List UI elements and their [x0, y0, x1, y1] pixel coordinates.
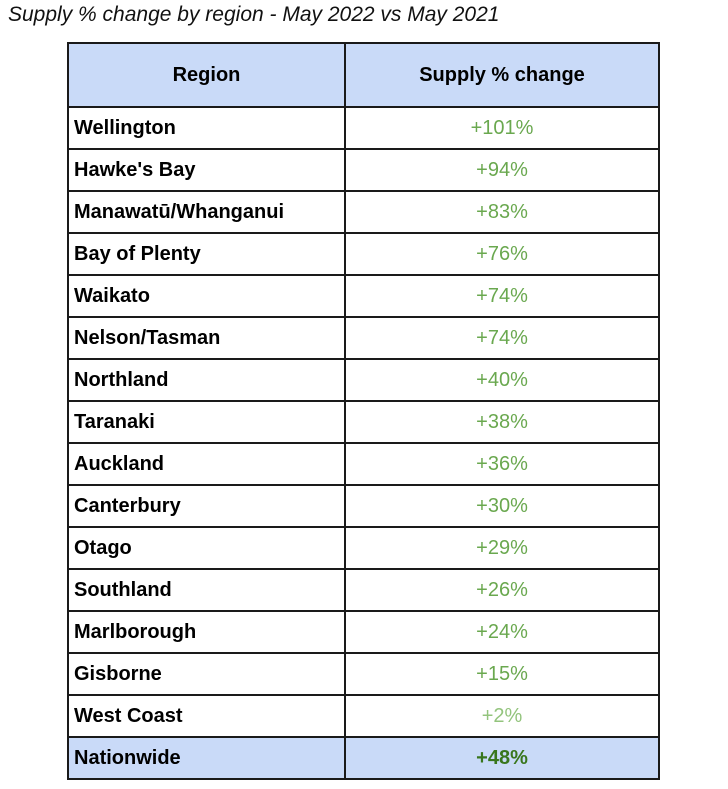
change-cell: +24%	[344, 610, 660, 654]
table-row: Marlborough +24%	[67, 610, 660, 654]
change-cell: +76%	[344, 232, 660, 276]
region-cell: Nelson/Tasman	[67, 316, 346, 360]
change-cell: +40%	[344, 358, 660, 402]
region-cell: Waikato	[67, 274, 346, 318]
header-region: Region	[67, 42, 346, 108]
region-cell: Marlborough	[67, 610, 346, 654]
total-row: Nationwide +48%	[67, 736, 660, 780]
change-cell: +15%	[344, 652, 660, 696]
table-row: Southland +26%	[67, 568, 660, 612]
region-cell: Gisborne	[67, 652, 346, 696]
table-row: Auckland +36%	[67, 442, 660, 486]
header-row: Region Supply % change	[67, 42, 660, 108]
change-cell: +26%	[344, 568, 660, 612]
table-row: Canterbury +30%	[67, 484, 660, 528]
change-cell: +94%	[344, 148, 660, 192]
table-row: Taranaki +38%	[67, 400, 660, 444]
table-row: Wellington +101%	[67, 106, 660, 150]
change-cell: +2%	[344, 694, 660, 738]
total-region-cell: Nationwide	[67, 736, 346, 780]
region-cell: Taranaki	[67, 400, 346, 444]
region-cell: Bay of Plenty	[67, 232, 346, 276]
table-row: West Coast +2%	[67, 694, 660, 738]
table-title: Supply % change by region - May 2022 vs …	[8, 3, 500, 26]
table-row: Hawke's Bay +94%	[67, 148, 660, 192]
region-cell: Manawatū/Whanganui	[67, 190, 346, 234]
region-cell: Otago	[67, 526, 346, 570]
region-cell: Hawke's Bay	[67, 148, 346, 192]
region-cell: West Coast	[67, 694, 346, 738]
change-cell: +29%	[344, 526, 660, 570]
change-cell: +30%	[344, 484, 660, 528]
supply-change-table: Region Supply % change Wellington +101% H…	[67, 42, 660, 780]
table-row: Waikato +74%	[67, 274, 660, 318]
region-cell: Auckland	[67, 442, 346, 486]
region-cell: Wellington	[67, 106, 346, 150]
region-cell: Southland	[67, 568, 346, 612]
table-row: Otago +29%	[67, 526, 660, 570]
total-change-cell: +48%	[344, 736, 660, 780]
change-cell: +74%	[344, 274, 660, 318]
change-cell: +83%	[344, 190, 660, 234]
table-row: Nelson/Tasman +74%	[67, 316, 660, 360]
change-cell: +38%	[344, 400, 660, 444]
change-cell: +101%	[344, 106, 660, 150]
change-cell: +36%	[344, 442, 660, 486]
change-cell: +74%	[344, 316, 660, 360]
table-row: Bay of Plenty +76%	[67, 232, 660, 276]
table-row: Manawatū/Whanganui +83%	[67, 190, 660, 234]
region-cell: Canterbury	[67, 484, 346, 528]
table-row: Gisborne +15%	[67, 652, 660, 696]
table-row: Northland +40%	[67, 358, 660, 402]
region-cell: Northland	[67, 358, 346, 402]
header-supply-change: Supply % change	[344, 42, 660, 108]
